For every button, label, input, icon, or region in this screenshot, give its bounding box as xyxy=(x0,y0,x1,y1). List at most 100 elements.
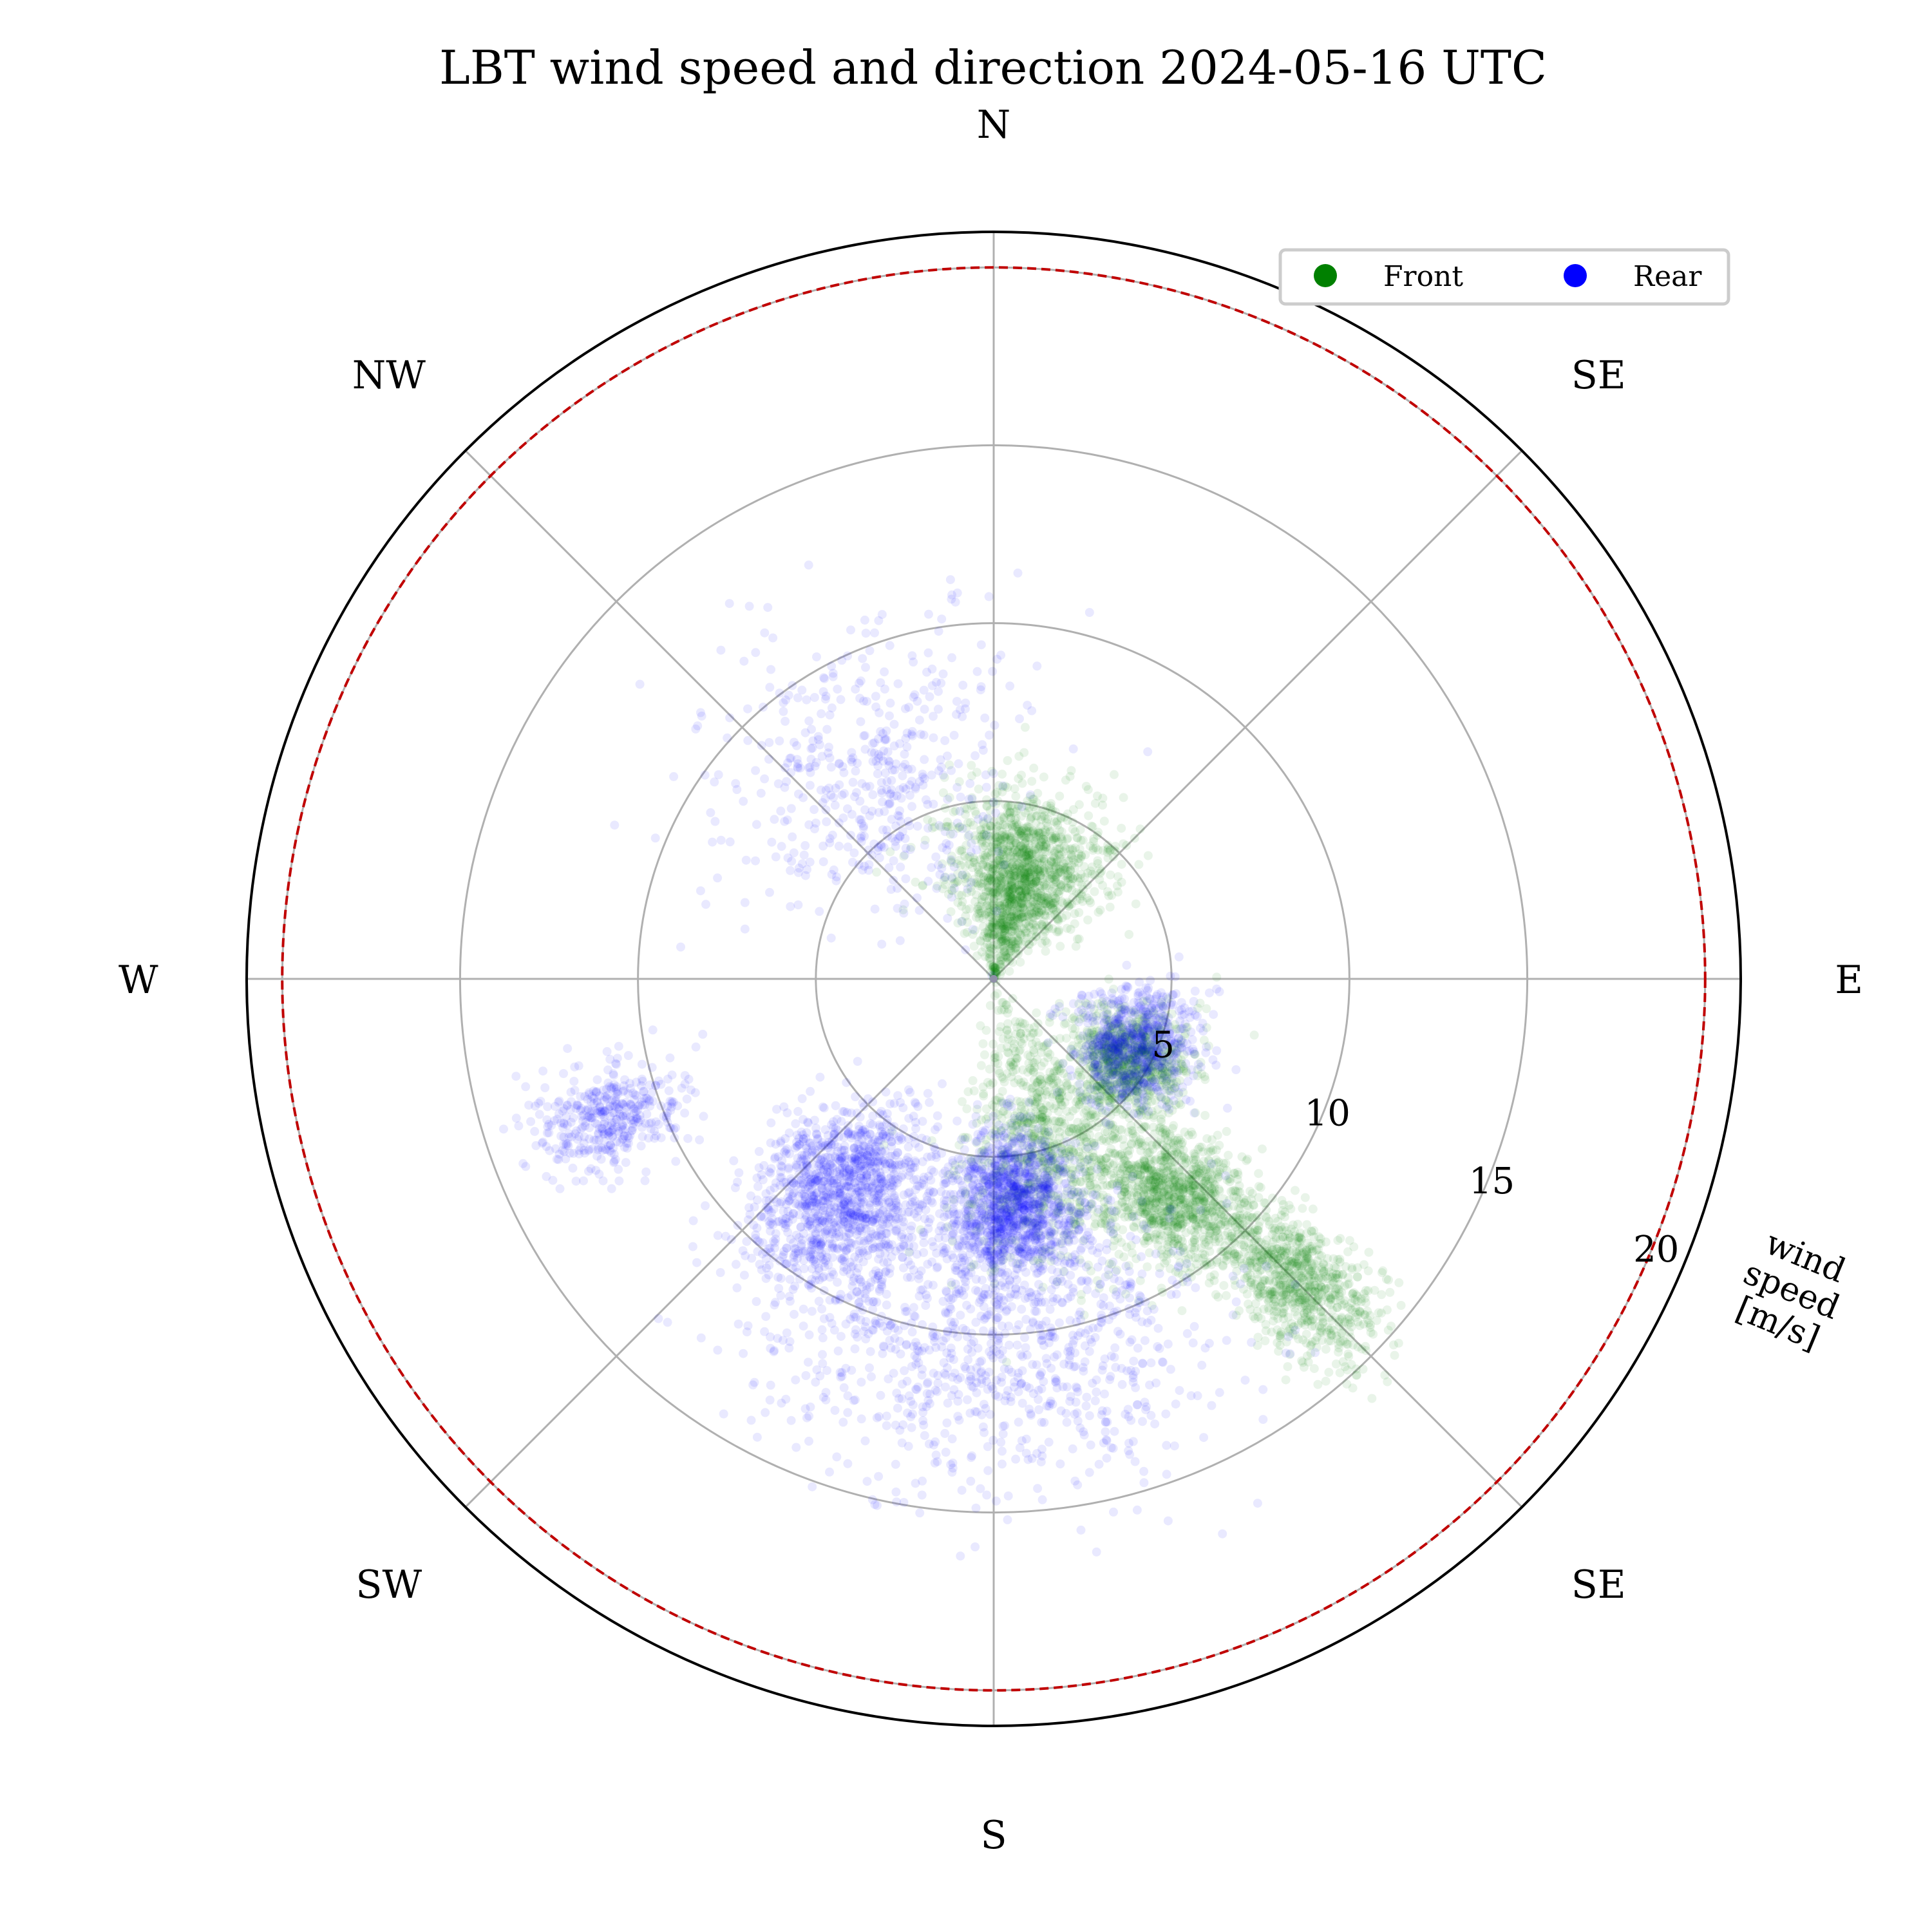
data-point xyxy=(999,936,1009,946)
data-point xyxy=(1039,898,1048,908)
data-point xyxy=(1012,891,1022,901)
data-point xyxy=(998,857,1008,867)
data-point xyxy=(1084,1178,1094,1187)
data-point xyxy=(980,952,990,961)
data-point xyxy=(1005,952,1014,961)
data-point xyxy=(1015,863,1025,873)
data-point xyxy=(1298,1335,1308,1345)
data-point xyxy=(1002,1026,1012,1036)
data-point xyxy=(1197,1164,1206,1173)
data-point xyxy=(992,788,1002,797)
data-point xyxy=(1012,860,1021,870)
data-point xyxy=(1019,832,1028,841)
data-point xyxy=(998,889,1007,898)
data-point xyxy=(1072,896,1081,905)
data-point xyxy=(1093,856,1103,866)
data-point xyxy=(1283,1362,1293,1372)
data-point xyxy=(1051,858,1061,867)
data-point xyxy=(1009,904,1019,914)
data-point xyxy=(1040,868,1050,878)
data-point xyxy=(1260,1275,1269,1285)
data-point xyxy=(1005,967,1014,976)
data-point xyxy=(1029,846,1039,855)
data-point xyxy=(999,917,1009,927)
data-point xyxy=(1156,1229,1166,1239)
data-point xyxy=(1203,1172,1213,1182)
data-point xyxy=(998,918,1007,928)
data-point xyxy=(1003,802,1012,811)
data-point xyxy=(1102,1153,1112,1162)
data-point xyxy=(1005,842,1014,851)
data-point xyxy=(980,875,989,885)
data-point xyxy=(976,906,985,916)
data-point xyxy=(1135,824,1145,834)
data-point xyxy=(1094,828,1103,837)
data-point xyxy=(1244,1299,1253,1309)
data-point xyxy=(1027,855,1036,865)
data-point xyxy=(1025,1023,1034,1033)
data-point xyxy=(967,771,976,781)
data-point xyxy=(961,911,971,921)
data-point xyxy=(997,998,1007,1007)
data-point xyxy=(1169,1224,1179,1233)
data-point xyxy=(1007,934,1016,944)
data-point xyxy=(963,1087,973,1097)
data-point xyxy=(1352,1296,1362,1306)
data-point xyxy=(958,897,967,907)
data-point xyxy=(1177,1209,1186,1219)
data-point xyxy=(1022,934,1032,943)
data-point xyxy=(1331,1359,1341,1368)
data-point xyxy=(1030,838,1040,848)
data-point xyxy=(991,967,1001,976)
data-point xyxy=(1014,865,1024,875)
data-point xyxy=(1048,833,1058,843)
data-point xyxy=(1074,934,1084,943)
data-point xyxy=(998,907,1007,917)
data-point xyxy=(1020,876,1030,886)
data-point xyxy=(996,969,1005,979)
data-point xyxy=(1014,774,1023,784)
data-point xyxy=(1057,913,1067,923)
data-point xyxy=(1040,893,1050,902)
data-point xyxy=(989,859,998,869)
data-point xyxy=(954,856,964,865)
data-point xyxy=(1074,908,1084,917)
data-point xyxy=(1008,994,1018,1003)
data-point xyxy=(1039,834,1048,844)
data-point xyxy=(994,781,1004,790)
data-point xyxy=(1048,851,1057,861)
data-point xyxy=(1103,887,1112,896)
data-point xyxy=(999,1077,1009,1087)
data-point xyxy=(962,1104,972,1113)
data-point xyxy=(1037,906,1046,916)
data-point xyxy=(1187,1243,1197,1253)
data-point xyxy=(1030,893,1039,903)
data-point xyxy=(996,842,1006,851)
data-point xyxy=(1061,856,1070,866)
data-point xyxy=(1052,878,1061,887)
data-point xyxy=(1074,854,1083,864)
data-point xyxy=(1054,925,1064,935)
data-point xyxy=(1292,1252,1302,1262)
data-point xyxy=(1222,1126,1231,1136)
data-point xyxy=(1001,884,1010,894)
data-point xyxy=(1324,1367,1334,1377)
data-point xyxy=(1056,854,1065,864)
data-point xyxy=(1061,775,1070,785)
data-point xyxy=(1005,885,1015,895)
data-point xyxy=(1098,793,1108,803)
data-point xyxy=(1031,818,1041,828)
data-point xyxy=(1119,793,1128,802)
data-point xyxy=(1071,942,1081,951)
data-point xyxy=(985,904,994,914)
data-point xyxy=(1211,1145,1221,1155)
data-point xyxy=(998,927,1008,937)
data-point xyxy=(1309,1364,1319,1374)
data-point xyxy=(1181,1228,1191,1237)
data-point xyxy=(1051,878,1061,887)
data-point xyxy=(1154,1168,1164,1177)
data-point xyxy=(1016,841,1026,851)
data-point xyxy=(955,846,965,855)
data-point xyxy=(986,967,996,977)
data-point xyxy=(1374,1308,1383,1318)
